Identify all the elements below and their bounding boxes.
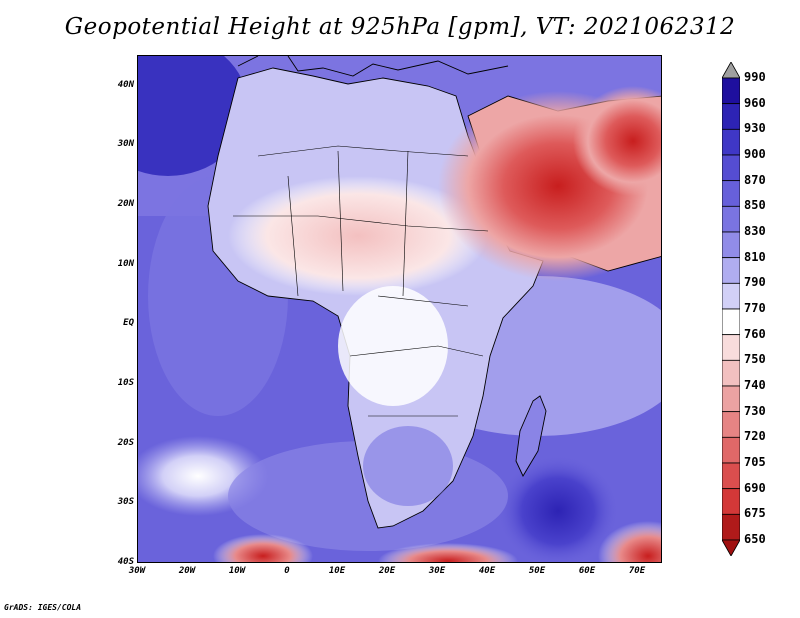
lat-label: 20S — [117, 438, 134, 448]
colorbar-box — [722, 77, 740, 105]
colorbar-label: 870 — [744, 172, 766, 187]
lon-label: 50E — [528, 566, 546, 576]
colorbar-bottom-arrow — [722, 539, 740, 556]
colorbar-label: 790 — [744, 275, 766, 290]
lon-label: 0 — [284, 566, 290, 576]
lat-label: EQ — [123, 318, 134, 328]
sahel-warm — [228, 176, 488, 296]
lon-label: 70E — [628, 566, 646, 576]
lon-label: 40E — [478, 566, 496, 576]
country-borders — [233, 145, 489, 417]
colorbar-label: 740 — [744, 378, 766, 392]
southern-low-central — [378, 543, 518, 562]
colorbar-box — [722, 411, 740, 438]
colorbar-top-arrow — [722, 62, 740, 79]
colorbar-label: 830 — [744, 224, 766, 238]
colorbar-label: 675 — [744, 506, 766, 521]
southern-low-east — [598, 521, 661, 562]
colorbar-label: 720 — [744, 429, 766, 444]
lat-label: 40N — [117, 80, 134, 90]
lon-label: 20W — [178, 566, 196, 576]
colorbar-label: 930 — [744, 121, 766, 136]
southern-low-west — [213, 534, 313, 562]
colorbar-box — [722, 282, 740, 310]
europe-coast — [237, 56, 509, 77]
lat-label: 30S — [117, 497, 134, 507]
colorbar-box — [722, 154, 740, 182]
grads-credit: GrADS: IGES/COLA — [4, 603, 82, 612]
map-title: Geopotential Height at 925hPa [gpm], VT:… — [64, 14, 736, 40]
indian-ocean-high — [498, 456, 618, 562]
lon-label: 10E — [328, 566, 346, 576]
colorbar-box — [722, 308, 740, 336]
colorbar-label: 850 — [744, 198, 766, 213]
colorbar-box — [722, 334, 740, 361]
colorbar-box — [722, 103, 740, 130]
colorbar-label: 900 — [744, 147, 766, 161]
colorbar-label: 960 — [744, 95, 766, 110]
colorbar-box — [722, 385, 740, 413]
colorbar-label: 730 — [744, 403, 766, 418]
colorbar-label: 705 — [744, 455, 766, 469]
colorbar-box — [722, 436, 740, 464]
lat-label: 10N — [117, 259, 134, 269]
lat-label: 40S — [117, 557, 134, 567]
lon-label: 10W — [228, 566, 246, 576]
colorbar-label: 810 — [744, 249, 766, 264]
colorbar-box — [722, 462, 740, 490]
madagascar — [515, 395, 547, 477]
colorbar-box — [722, 257, 740, 284]
map-panel — [137, 55, 662, 563]
colorbar-label: 760 — [744, 326, 766, 341]
colorbar-box — [722, 231, 740, 259]
geopotential-field — [138, 56, 661, 562]
colorbar-box — [722, 205, 740, 233]
colorbar-label: 990 — [744, 70, 766, 84]
lon-label: 60E — [578, 566, 596, 576]
colorbar-box — [722, 488, 740, 515]
lat-label: 20N — [117, 199, 134, 209]
colorbar-box — [722, 513, 740, 541]
colorbar-label: 650 — [744, 532, 766, 546]
lat-label: 10S — [117, 378, 134, 388]
lat-label: 30N — [117, 139, 134, 149]
colorbar — [722, 62, 740, 556]
colorbar-label: 690 — [744, 480, 766, 495]
colorbar-box — [722, 180, 740, 207]
lon-label: 20E — [378, 566, 396, 576]
colorbar-box — [722, 359, 740, 387]
lon-label: 30W — [128, 566, 146, 576]
colorbar-label: 750 — [744, 352, 766, 367]
colorbar-box — [722, 128, 740, 156]
lon-label: 30E — [428, 566, 446, 576]
colorbar-label: 770 — [744, 301, 766, 315]
